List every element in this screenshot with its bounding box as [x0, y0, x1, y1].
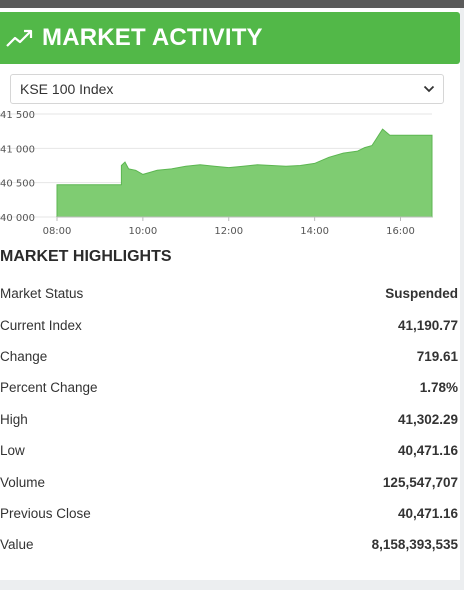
highlight-label: Percent Change	[0, 380, 98, 396]
x-tick-label: 16:00	[386, 226, 415, 237]
highlight-label: Previous Close	[0, 505, 91, 521]
highlight-value: 40,471.16	[397, 505, 458, 521]
market-highlights-table: Market Status Suspended Current Index 41,19…	[0, 278, 458, 561]
top-bar	[0, 0, 464, 8]
y-tick-label: 40 000	[0, 213, 35, 224]
highlight-value: Suspended	[385, 286, 458, 302]
x-tick-label: 10:00	[128, 226, 157, 237]
highlight-value: 1.78%	[419, 380, 458, 396]
highlight-value: 41,190.77	[397, 317, 458, 333]
highlight-label: Current Index	[0, 317, 82, 333]
market-activity-header: MARKET ACTIVITY	[0, 12, 460, 64]
chevron-down-icon	[423, 85, 435, 93]
highlight-label: Change	[0, 348, 48, 364]
x-tick-label: 14:00	[300, 226, 329, 237]
x-axis-ticks: 08:00 10:00 12:00 14:00 16:00	[43, 216, 432, 237]
highlight-row: Current Index 41,190.77	[0, 309, 458, 340]
index-select[interactable]: KSE 100 Index	[10, 74, 444, 104]
page-title: MARKET ACTIVITY	[42, 24, 263, 51]
highlight-label: Low	[0, 443, 25, 459]
y-tick-label: 40 500	[0, 179, 35, 190]
highlight-row: Volume 125,547,707	[0, 466, 458, 497]
x-tick-label: 08:00	[43, 226, 72, 237]
highlight-value: 40,471.16	[397, 443, 458, 459]
highlight-label: Market Status	[0, 286, 84, 302]
y-tick-label: 41 500	[0, 110, 35, 121]
index-select-value: KSE 100 Index	[20, 81, 114, 97]
y-tick-label: 41 000	[0, 144, 35, 155]
highlight-row: Value 8,158,393,535	[0, 529, 458, 560]
index-area-series	[56, 128, 433, 218]
highlight-label: Value	[0, 537, 34, 553]
market-highlights-title: MARKET HIGHLIGHTS	[0, 248, 172, 265]
highlight-label: High	[0, 411, 28, 427]
highlight-value: 8,158,393,535	[371, 537, 458, 553]
highlight-row: Previous Close 40,471.16	[0, 498, 458, 529]
highlight-value: 125,547,707	[382, 474, 458, 490]
highlight-value: 719.61	[416, 348, 458, 364]
highlight-row: Market Status Suspended	[0, 278, 458, 309]
highlight-row: High 41,302.29	[0, 404, 458, 435]
x-tick-label: 12:00	[214, 226, 243, 237]
highlight-row: Percent Change 1.78%	[0, 372, 458, 403]
highlight-value: 41,302.29	[397, 411, 458, 427]
trending-up-icon	[6, 29, 33, 47]
highlight-row: Low 40,471.16	[0, 435, 458, 466]
index-chart: 41 500 41 000 40 500 40 000 08:00 10:00 12:00…	[0, 110, 433, 237]
y-axis-ticks: 41 500 41 000 40 500 40 000	[0, 110, 35, 224]
highlight-row: Change 719.61	[0, 341, 458, 372]
highlight-label: Volume	[0, 474, 46, 490]
